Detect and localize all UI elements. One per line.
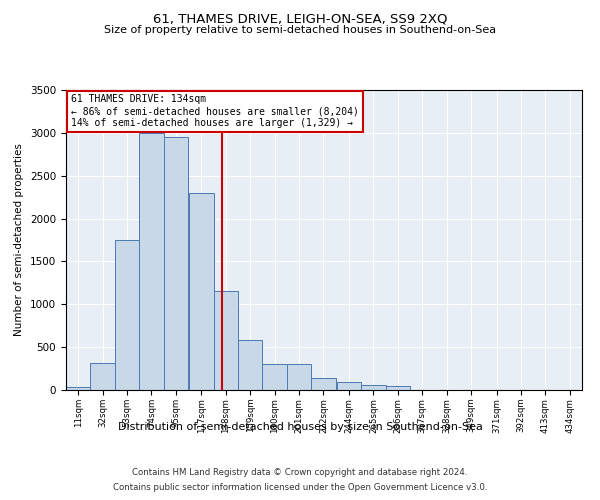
Bar	[139, 133, 164, 390]
Bar	[214, 292, 238, 390]
Bar	[115, 240, 139, 390]
Text: Contains HM Land Registry data © Crown copyright and database right 2024.: Contains HM Land Registry data © Crown c…	[132, 468, 468, 477]
Text: 61 THAMES DRIVE: 134sqm
← 86% of semi-detached houses are smaller (8,204)
14% of: 61 THAMES DRIVE: 134sqm ← 86% of semi-de…	[71, 94, 359, 128]
Bar	[386, 386, 410, 390]
Bar	[66, 388, 91, 390]
Bar	[311, 378, 335, 390]
Bar	[238, 340, 262, 390]
Text: Contains public sector information licensed under the Open Government Licence v3: Contains public sector information licen…	[113, 483, 487, 492]
Bar	[164, 137, 188, 390]
Bar	[91, 364, 115, 390]
Bar	[337, 382, 361, 390]
Bar	[361, 386, 386, 390]
Y-axis label: Number of semi-detached properties: Number of semi-detached properties	[14, 144, 25, 336]
Bar	[262, 364, 287, 390]
Text: Size of property relative to semi-detached houses in Southend-on-Sea: Size of property relative to semi-detach…	[104, 25, 496, 35]
Bar	[287, 364, 311, 390]
Text: 61, THAMES DRIVE, LEIGH-ON-SEA, SS9 2XQ: 61, THAMES DRIVE, LEIGH-ON-SEA, SS9 2XQ	[153, 12, 447, 26]
Text: Distribution of semi-detached houses by size in Southend-on-Sea: Distribution of semi-detached houses by …	[118, 422, 482, 432]
Bar	[189, 193, 214, 390]
